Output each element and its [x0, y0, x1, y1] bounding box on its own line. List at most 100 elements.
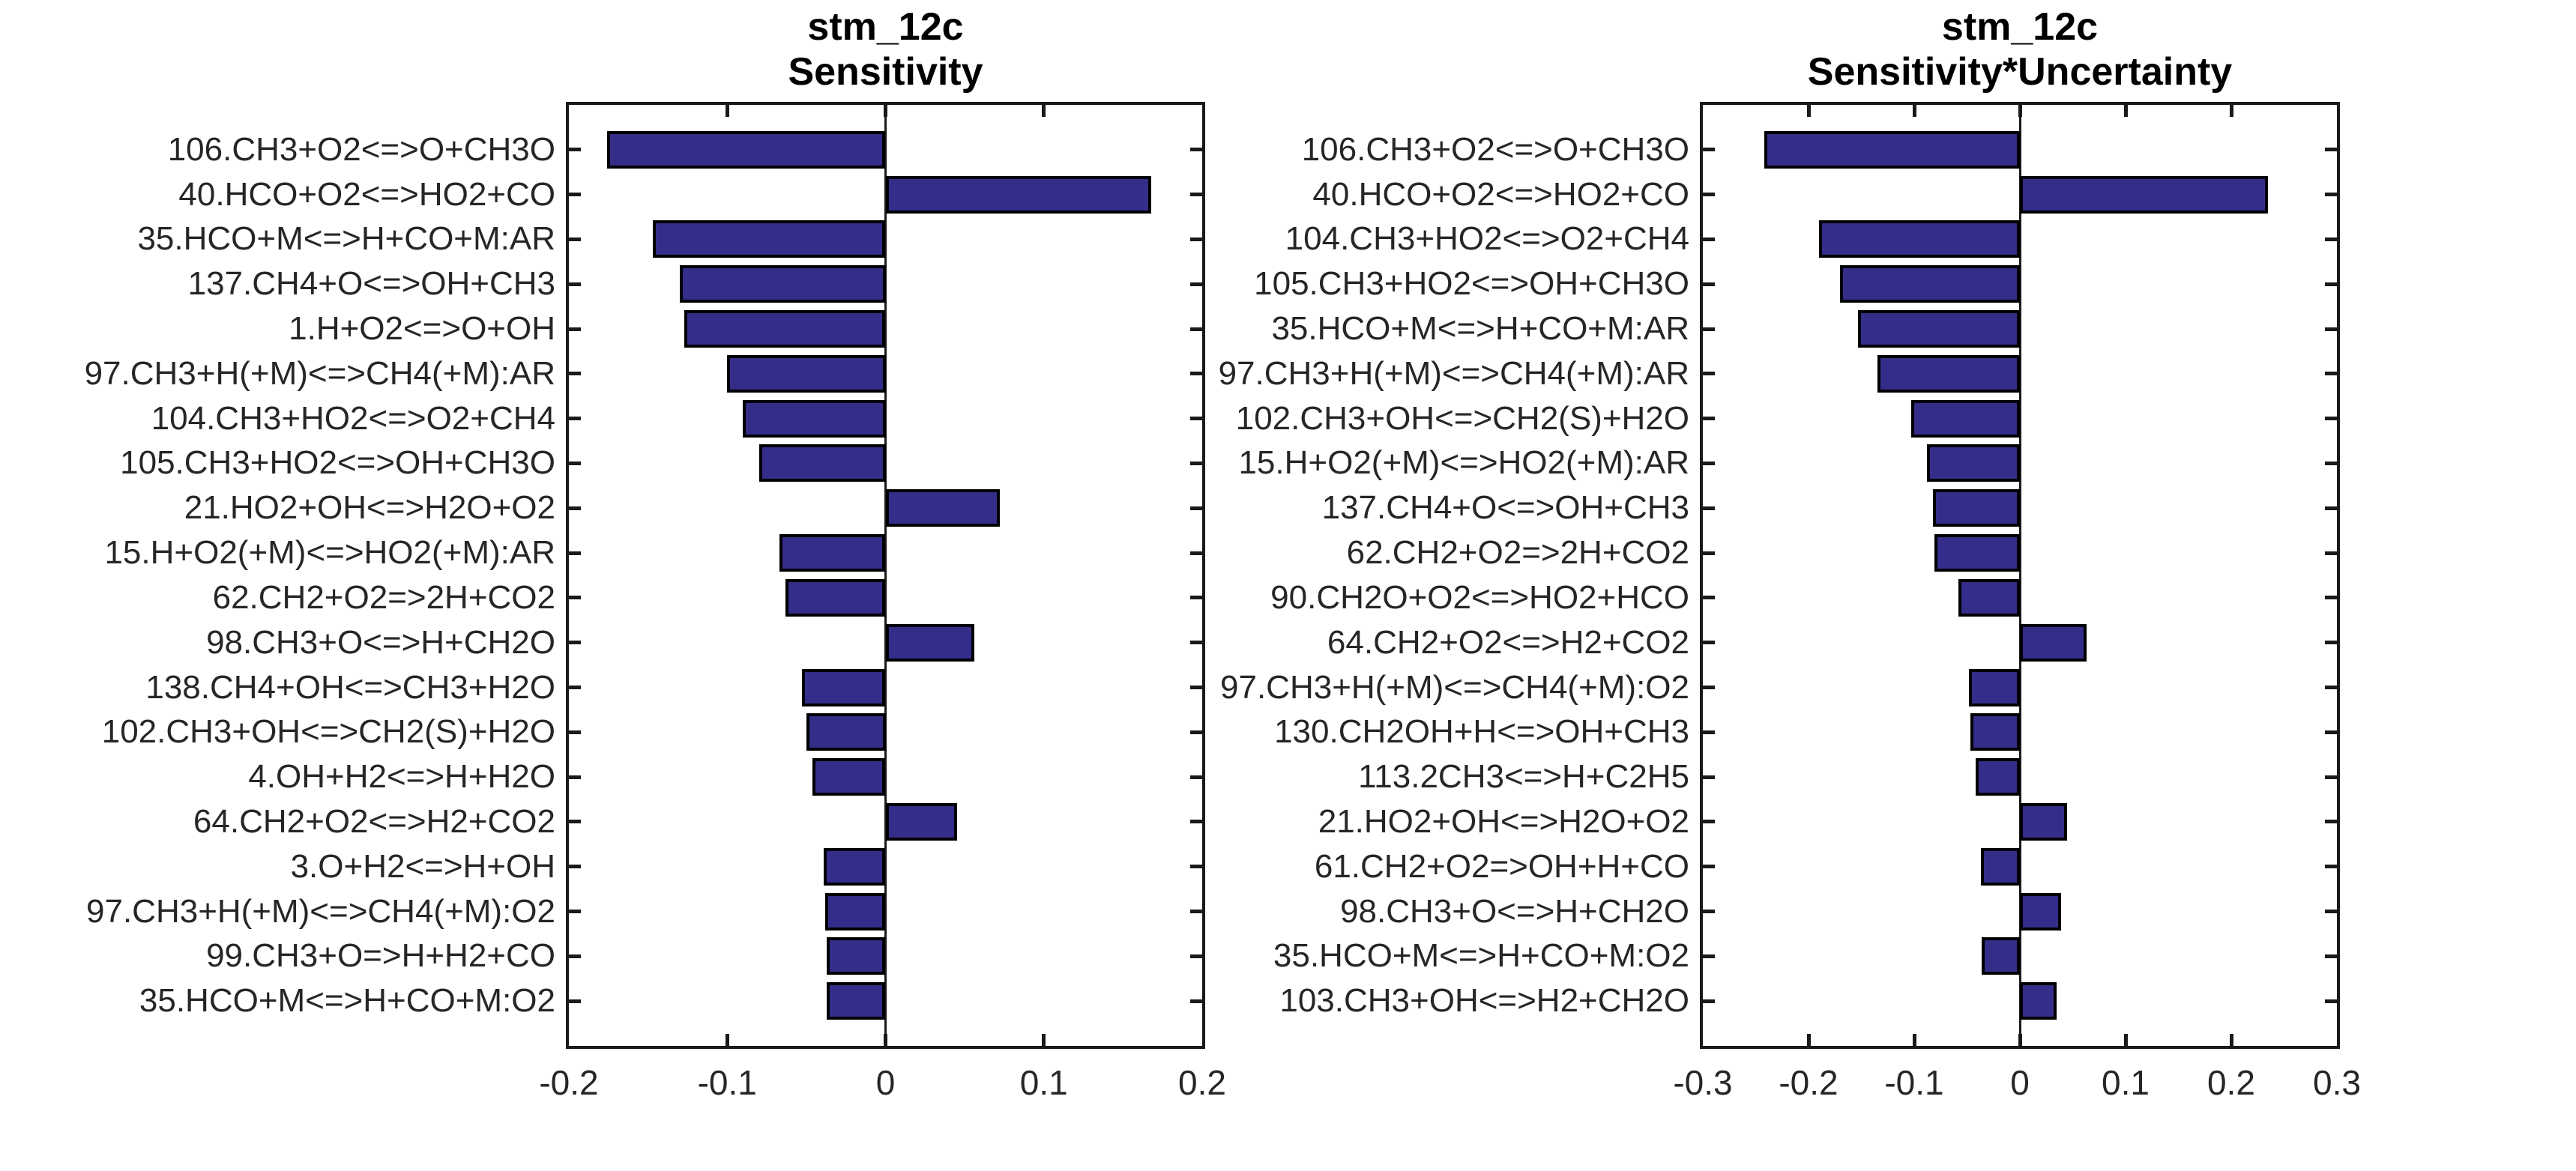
x-tick-label: -0.3 [1673, 1063, 1733, 1102]
y-tick [2325, 910, 2337, 914]
y-tick [1703, 686, 1715, 690]
y-tick-label: 106.CH3+O2<=>O+CH3O [167, 130, 555, 168]
y-tick [1703, 641, 1715, 645]
bar [1934, 534, 2020, 572]
y-tick-label: 137.CH4+O<=>OH+CH3 [187, 265, 555, 303]
y-tick-label: 97.CH3+H(+M)<=>CH4(+M):AR [84, 354, 555, 392]
x-tick-label: -0.2 [1779, 1063, 1839, 1102]
y-tick-label: 98.CH3+O<=>H+CH2O [1340, 892, 1689, 930]
y-tick [2325, 775, 2337, 779]
y-tick [1190, 641, 1202, 645]
x-tick-label: 0.2 [2207, 1063, 2255, 1102]
y-tick [1190, 954, 1202, 958]
y-tick [569, 327, 581, 331]
bar [2020, 175, 2269, 214]
y-tick-label: 103.CH3+OH<=>H2+CH2O [1279, 982, 1689, 1020]
y-tick [569, 417, 581, 421]
bar [1926, 444, 2020, 482]
y-tick-label: 35.HCO+M<=>H+CO+M:AR [1271, 310, 1689, 348]
y-tick [2325, 282, 2337, 286]
x-tick-label: 0 [875, 1063, 896, 1102]
y-tick-label: 137.CH4+O<=>OH+CH3 [1321, 489, 1689, 527]
y-tick [1190, 865, 1202, 869]
y-tick-label: 113.2CH3<=>H+C2H5 [1358, 758, 1689, 796]
y-tick-label: 97.CH3+H(+M)<=>CH4(+M):AR [1218, 354, 1689, 392]
x-tick [1912, 105, 1916, 117]
y-tick [1190, 327, 1202, 331]
y-tick [1703, 820, 1715, 824]
y-tick [1703, 282, 1715, 286]
bar [1980, 847, 2020, 886]
y-tick [1703, 596, 1715, 600]
bar [1764, 130, 2020, 169]
y-tick [1703, 461, 1715, 465]
y-tick-label: 61.CH2+O2=>OH+H+CO [1314, 847, 1689, 885]
bar [812, 758, 886, 796]
y-tick [569, 730, 581, 734]
y-tick [2325, 641, 2337, 645]
y-tick [569, 461, 581, 465]
y-tick-label: 62.CH2+O2=>2H+CO2 [1346, 534, 1689, 572]
y-tick [2325, 865, 2337, 869]
bar [1969, 668, 2020, 706]
y-tick [1190, 372, 1202, 376]
y-tick [569, 686, 581, 690]
y-tick [1703, 506, 1715, 510]
y-tick-label: 3.O+H2<=>H+OH [290, 847, 555, 885]
bar [885, 623, 974, 662]
y-tick [2325, 461, 2337, 465]
bar [827, 982, 886, 1020]
x-tick-label: 0.2 [1178, 1063, 1226, 1102]
y-tick-label: 102.CH3+OH<=>CH2(S)+H2O [101, 713, 555, 751]
bar [885, 175, 1152, 214]
bar [785, 578, 886, 617]
bar [827, 937, 886, 975]
x-tick-label: -0.1 [697, 1063, 757, 1102]
zero-line [2018, 105, 2021, 1046]
x-tick [2018, 1034, 2022, 1046]
y-tick [569, 551, 581, 555]
bar [727, 354, 886, 393]
y-tick-label: 138.CH4+OH<=>CH3+H2O [145, 668, 555, 706]
bar [1982, 937, 2020, 975]
y-tick [1703, 999, 1715, 1003]
bar [1819, 220, 2020, 258]
y-tick [569, 954, 581, 958]
bar [1933, 489, 2020, 527]
x-tick [725, 105, 729, 117]
bar [1970, 713, 2020, 751]
y-tick-label: 4.OH+H2<=>H+H2O [248, 758, 555, 796]
y-tick [1703, 551, 1715, 555]
bar [606, 130, 886, 169]
bar [801, 668, 886, 706]
y-tick [2325, 999, 2337, 1003]
y-tick [569, 282, 581, 286]
x-tick [884, 1034, 887, 1046]
y-tick-label: 35.HCO+M<=>H+CO+M:AR [137, 220, 555, 258]
y-tick [1703, 910, 1715, 914]
y-tick-label: 35.HCO+M<=>H+CO+M:O2 [1273, 937, 1689, 975]
chart-title-line2: Sensitivity*Uncertainty [1807, 50, 2233, 94]
y-tick [569, 506, 581, 510]
y-tick-label: 97.CH3+H(+M)<=>CH4(+M):O2 [1220, 668, 1689, 706]
chart-title: stm_12c Sensitivity*Uncertainty [1808, 4, 2232, 94]
y-tick [2325, 954, 2337, 958]
y-tick-label: 99.CH3+O=>H+H2+CO [206, 937, 555, 975]
y-tick [569, 148, 581, 152]
bar [684, 310, 886, 348]
y-tick-label: 21.HO2+OH<=>H2O+O2 [184, 489, 555, 527]
bar [1877, 354, 2020, 393]
y-tick [2325, 551, 2337, 555]
x-tick-label: 0.1 [1019, 1063, 1068, 1102]
y-tick [1190, 999, 1202, 1003]
y-tick [569, 193, 581, 197]
bar [2020, 892, 2061, 931]
sensitivity-chart: stm_12c Sensitivity -0.2 -0.1 0 0.1 0.2 106.C… [85, 5, 1226, 1102]
bar [758, 444, 886, 482]
y-tick [569, 865, 581, 869]
y-tick-label: 40.HCO+O2<=>HO2+CO [1312, 175, 1689, 213]
x-tick [2018, 105, 2022, 117]
x-tick [884, 105, 887, 117]
zero-line [884, 105, 887, 1046]
